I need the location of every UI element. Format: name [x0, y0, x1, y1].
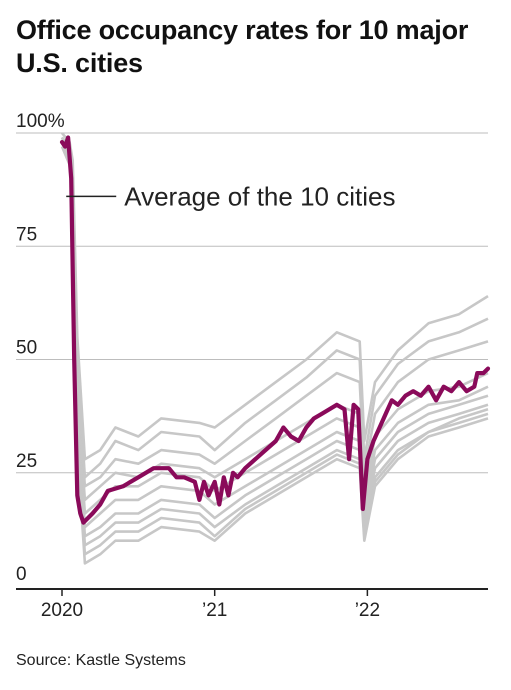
x-tick-label: ’22: [355, 600, 380, 621]
chart-title: Office occupancy rates for 10 major U.S.…: [16, 15, 469, 78]
city-series-line: [61, 132, 489, 461]
annotation-group: Average of the 10 cities: [66, 181, 395, 211]
y-axis-labels: 100% 75 50 25 0: [16, 111, 65, 585]
grid-lines: [16, 132, 488, 474]
x-axis: 2020 ’21 ’22: [16, 588, 488, 621]
y-tick-label: 50: [16, 338, 37, 359]
x-tick-label: ’21: [202, 600, 227, 621]
y-tick-label: 0: [16, 564, 27, 585]
average-line-group: [59, 135, 491, 525]
x-tick-label: 2020: [41, 600, 83, 621]
y-tick-label: 75: [16, 224, 37, 245]
city-lines: [60, 132, 489, 565]
y-tick-label: 25: [16, 451, 37, 472]
source-note: Source: Kastle Systems: [16, 652, 186, 669]
y-tick-label: 100%: [16, 111, 65, 132]
average-series-line: [59, 135, 491, 525]
annotation-label: Average of the 10 cities: [124, 181, 395, 211]
